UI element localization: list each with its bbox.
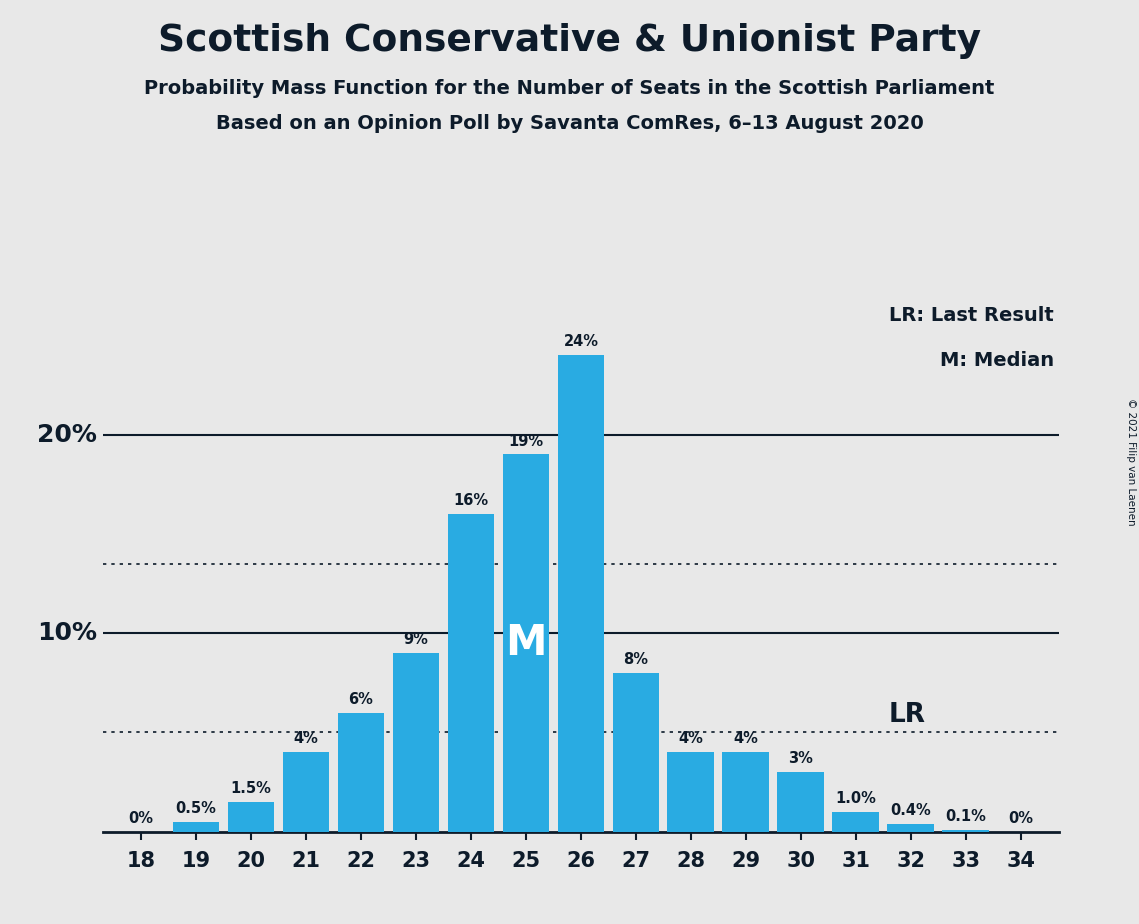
Text: 1.5%: 1.5%: [230, 781, 271, 796]
Text: 4%: 4%: [294, 731, 319, 747]
Bar: [557, 355, 605, 832]
Text: 9%: 9%: [403, 632, 428, 647]
Bar: [833, 812, 879, 832]
Text: 10%: 10%: [36, 621, 97, 645]
Bar: [667, 752, 714, 832]
Text: 16%: 16%: [453, 493, 489, 508]
Text: LR: LR: [888, 702, 926, 728]
Text: 20%: 20%: [36, 422, 97, 446]
Bar: [887, 823, 934, 832]
Text: Scottish Conservative & Unionist Party: Scottish Conservative & Unionist Party: [158, 23, 981, 59]
Text: 0%: 0%: [129, 810, 154, 826]
Bar: [613, 673, 659, 832]
Text: 0.4%: 0.4%: [891, 803, 932, 818]
Bar: [502, 455, 549, 832]
Text: 0%: 0%: [1008, 810, 1033, 826]
Text: 1.0%: 1.0%: [835, 791, 876, 806]
Text: M: Median: M: Median: [940, 351, 1054, 371]
Bar: [942, 830, 989, 832]
Text: 3%: 3%: [788, 751, 813, 766]
Bar: [282, 752, 329, 832]
Bar: [778, 772, 825, 832]
Bar: [173, 821, 220, 832]
Text: Probability Mass Function for the Number of Seats in the Scottish Parliament: Probability Mass Function for the Number…: [145, 79, 994, 98]
Text: Based on an Opinion Poll by Savanta ComRes, 6–13 August 2020: Based on an Opinion Poll by Savanta ComR…: [215, 114, 924, 133]
Text: LR: Last Result: LR: Last Result: [890, 306, 1054, 324]
Text: 4%: 4%: [734, 731, 759, 747]
Bar: [448, 514, 494, 832]
Text: 19%: 19%: [508, 433, 543, 448]
Text: 6%: 6%: [349, 691, 374, 707]
Bar: [722, 752, 769, 832]
Text: 24%: 24%: [564, 334, 598, 349]
Text: 0.5%: 0.5%: [175, 801, 216, 816]
Text: 4%: 4%: [679, 731, 703, 747]
Text: M: M: [506, 622, 547, 664]
Text: © 2021 Filip van Laenen: © 2021 Filip van Laenen: [1126, 398, 1136, 526]
Bar: [393, 653, 440, 832]
Bar: [228, 802, 274, 832]
Text: 8%: 8%: [623, 651, 648, 667]
Text: 0.1%: 0.1%: [945, 808, 986, 823]
Bar: [337, 712, 384, 832]
